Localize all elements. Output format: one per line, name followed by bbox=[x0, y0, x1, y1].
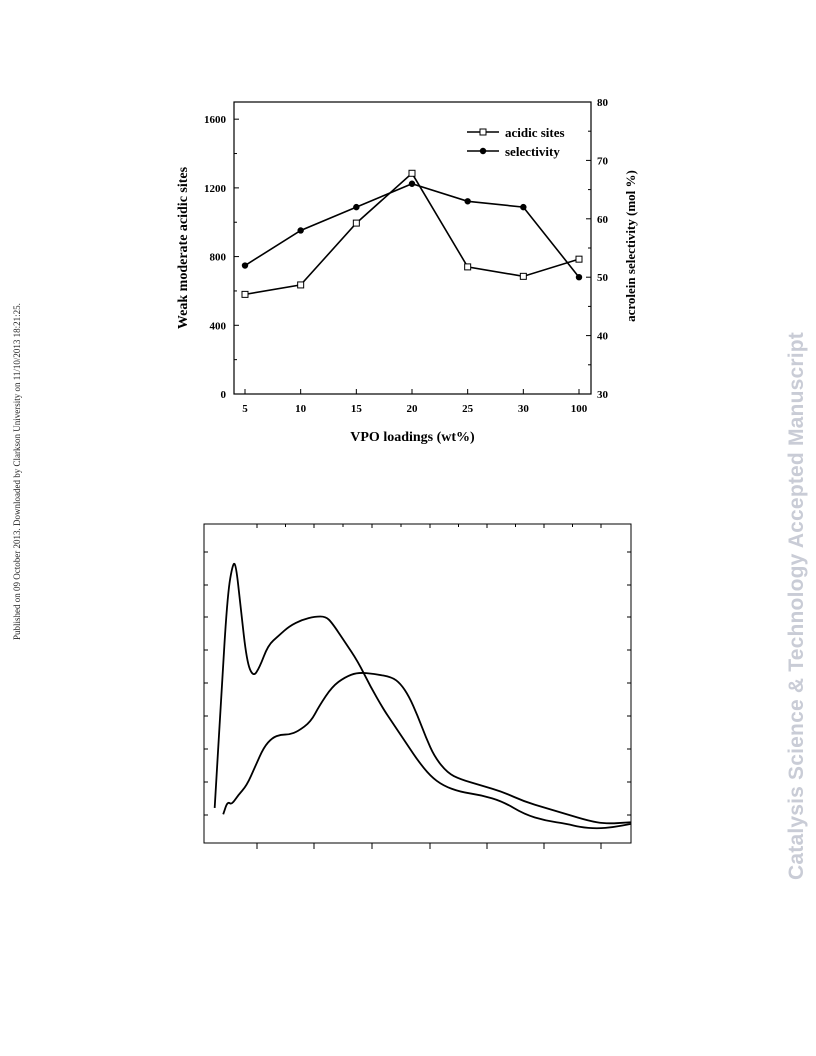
legend-label-acidic-sites: acidic sites bbox=[505, 125, 565, 140]
profile-curve-2 bbox=[222, 672, 632, 825]
left-tick-label: 1200 bbox=[204, 183, 227, 195]
data-point-selectivity bbox=[575, 274, 583, 281]
right-tick-label: 60 bbox=[597, 214, 609, 226]
right-tick-label: 50 bbox=[597, 272, 609, 284]
x-tick-label: 10 bbox=[295, 403, 307, 415]
data-point-selectivity bbox=[353, 203, 360, 211]
right-axis-title: acrolein selectivity (mol %) bbox=[623, 170, 638, 322]
right-tick-label: 80 bbox=[597, 97, 609, 109]
data-point-selectivity bbox=[408, 180, 416, 187]
x-axis-title: VPO loadings (wt%) bbox=[350, 430, 475, 445]
right-tick-label: 30 bbox=[597, 389, 609, 401]
data-point-acidic-sites bbox=[352, 219, 360, 227]
legend-marker bbox=[479, 128, 487, 136]
x-tick-label: 20 bbox=[407, 403, 419, 415]
x-tick-label: 100 bbox=[571, 403, 588, 415]
legend-label-selectivity: selectivity bbox=[505, 144, 560, 159]
left-tick-label: 400 bbox=[210, 320, 227, 332]
data-point-acidic-sites bbox=[575, 255, 583, 263]
data-point-selectivity bbox=[297, 227, 304, 234]
left-tick-label: 1600 bbox=[204, 114, 227, 126]
x-tick-label: 15 bbox=[351, 403, 363, 415]
profile-plot-frame bbox=[203, 523, 632, 844]
data-point-selectivity bbox=[241, 262, 249, 269]
right-tick-label: 70 bbox=[597, 155, 609, 167]
data-point-acidic-sites bbox=[408, 169, 416, 177]
right-tick-label: 40 bbox=[597, 331, 609, 343]
data-point-acidic-sites bbox=[519, 272, 527, 280]
left-tick-label: 0 bbox=[221, 389, 227, 401]
data-point-acidic-sites bbox=[297, 281, 305, 289]
data-point-selectivity bbox=[464, 198, 471, 205]
data-point-selectivity bbox=[520, 203, 527, 211]
left-tick-label: 800 bbox=[210, 252, 227, 264]
data-point-acidic-sites bbox=[464, 263, 472, 271]
series-line-selectivity bbox=[244, 182, 580, 278]
data-point-acidic-sites bbox=[241, 290, 249, 298]
left-axis-title: Weak moderate acidic sites bbox=[176, 166, 191, 329]
legend-marker bbox=[479, 147, 487, 155]
x-tick-label: 30 bbox=[518, 403, 530, 415]
profile-curve-1 bbox=[213, 562, 632, 830]
x-tick-label: 5 bbox=[242, 403, 248, 415]
x-tick-label: 25 bbox=[462, 403, 474, 415]
